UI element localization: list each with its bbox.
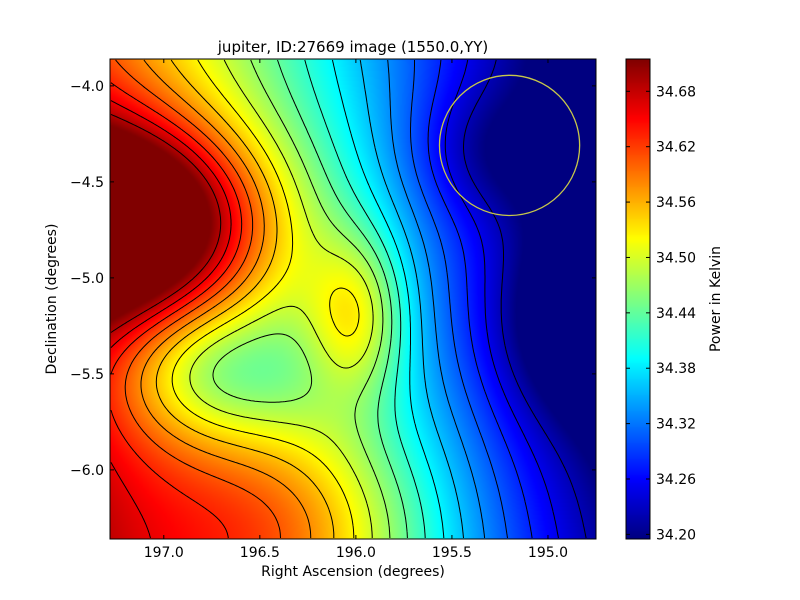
x-tick-label: 196.5 — [240, 545, 280, 561]
colorbar-tick-label: 34.20 — [656, 527, 696, 543]
contour-line — [410, 60, 508, 539]
colorbar-tick-label: 34.32 — [656, 417, 696, 433]
colorbar-frame — [625, 58, 651, 540]
contour-line — [427, 59, 533, 539]
contour-line — [110, 82, 243, 539]
colorbar-tick-label: 34.56 — [656, 195, 696, 211]
y-axis-label: Declination (degrees) — [44, 224, 60, 375]
x-axis: 197.0 196.5 196.0 195.5 195.0 — [144, 59, 568, 561]
y-axis: −4.0 −4.5 −5.0 −5.5 −6.0 — [70, 79, 596, 479]
x-tick-label: 197.0 — [144, 545, 184, 561]
colorbar-label: Power in Kelvin — [708, 246, 724, 352]
contour-line — [304, 59, 426, 539]
colorbar-tick-label: 34.62 — [656, 140, 696, 156]
plot-frame — [109, 58, 597, 540]
contour-line — [171, 59, 360, 538]
x-tick-label: 195.0 — [528, 545, 568, 561]
chart-title: jupiter, ID:27669 image (1550.0,YY) — [217, 38, 488, 56]
contour-line — [110, 100, 232, 539]
contour-lines — [110, 59, 587, 539]
y-tick-label: −5.5 — [70, 367, 104, 383]
y-tick-label: −4.5 — [70, 175, 104, 191]
x-tick-label: 196.0 — [336, 545, 376, 561]
contour-line — [387, 59, 486, 539]
colorbar-tick-label: 34.68 — [656, 84, 696, 100]
contour-line — [359, 59, 464, 539]
colorbar-tick-label: 34.50 — [656, 250, 696, 266]
colorbar-ticks: 34.20 34.26 34.32 34.38 34.44 34.50 34.56 34.62… — [626, 84, 696, 543]
beam-circle — [438, 74, 581, 217]
contour-line — [212, 59, 391, 539]
contour-line — [110, 113, 222, 333]
colorbar-gradient — [626, 59, 650, 539]
contour-line — [277, 59, 408, 539]
colorbar-tick-label: 34.44 — [656, 306, 696, 322]
plot-area — [109, 58, 597, 540]
contour-line — [444, 59, 559, 539]
y-tick-label: −6.0 — [70, 463, 104, 479]
x-axis-label: Right Ascension (degrees) — [261, 564, 445, 580]
x-tick-label: 195.5 — [432, 545, 472, 561]
y-tick-label: −5.0 — [70, 271, 104, 287]
y-tick-label: −4.0 — [70, 79, 104, 95]
contour-line — [332, 59, 445, 539]
contour-line — [155, 59, 335, 538]
colorbar: 34.20 34.26 34.32 34.38 34.44 34.50 34.56 34.62… — [625, 58, 724, 543]
contour-line — [140, 59, 312, 538]
contour-line — [189, 59, 374, 538]
contour-line — [115, 59, 281, 539]
colorbar-tick-label: 34.38 — [656, 361, 696, 377]
contour-line — [463, 59, 587, 539]
colorbar-tick-label: 34.26 — [656, 472, 696, 488]
